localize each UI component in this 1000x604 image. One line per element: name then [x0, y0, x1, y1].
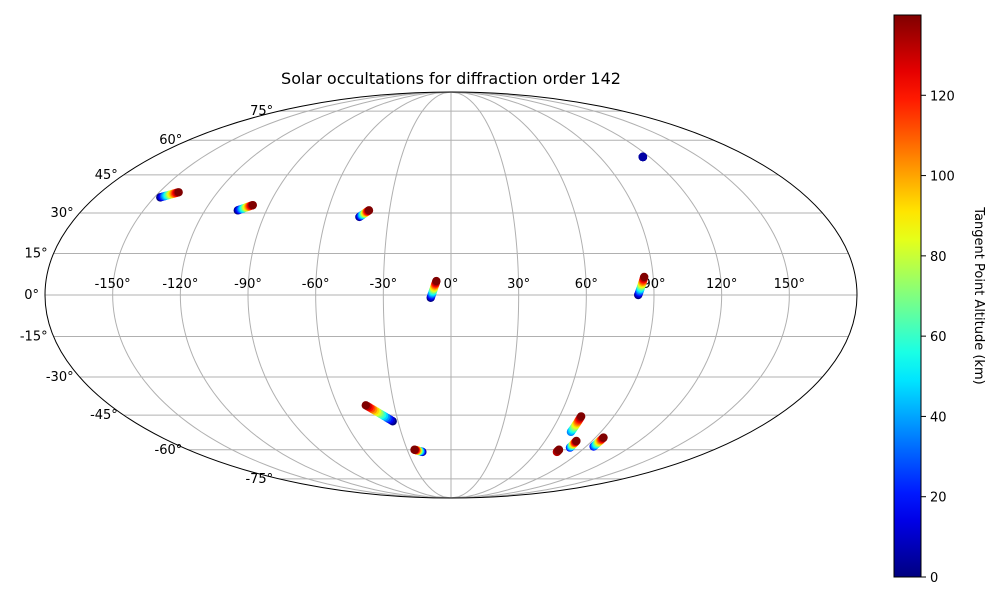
occultation-point: [640, 272, 649, 282]
longitude-tick-label: -60°: [302, 277, 330, 292]
colorbar-tick-label: 120: [930, 89, 955, 104]
longitude-tick-label: 90°: [642, 277, 665, 292]
map-boundary: [44, 91, 858, 499]
longitude-tick-label: 150°: [774, 277, 805, 292]
longitude-tick-label: 60°: [575, 277, 598, 292]
longitude-tick-labels: -150° -120° -90° -60° -30° 0° 30° 60° 90° 120° 150…: [95, 277, 805, 292]
colorbar: 0 20 40 60 80 100 120 Tangent Point Altitude (…: [893, 14, 986, 586]
longitude-tick-label: -90°: [234, 277, 262, 292]
colorbar-tick-label: 20: [930, 491, 947, 506]
latitude-tick-label: 60°: [159, 133, 182, 148]
colorbar-tick-label: 80: [930, 250, 947, 265]
chart-title: Solar occultations for diffraction order…: [281, 69, 621, 88]
colorbar-tick-label: 100: [930, 170, 955, 185]
occultation-point: [361, 401, 370, 410]
longitude-tick-label: 30°: [507, 277, 530, 292]
latitude-tick-label: -45°: [90, 408, 118, 423]
colorbar-tick-label: 40: [930, 410, 947, 425]
colorbar-label: Tangent Point Altitude (km): [971, 206, 986, 384]
occultation-point: [554, 445, 564, 454]
occultation-point: [248, 200, 257, 210]
longitude-tick-label: 120°: [706, 277, 737, 292]
data-points: [156, 152, 649, 457]
latitude-tick-label: -60°: [155, 443, 183, 458]
latitude-tick-label: -30°: [46, 370, 74, 385]
latitude-tick-label: -75°: [245, 472, 273, 487]
latitude-tick-label: -15°: [20, 330, 48, 345]
colorbar-gradient: [893, 14, 922, 578]
colorbar-tick-label: 0: [930, 571, 938, 586]
occultation-point: [432, 276, 441, 286]
graticule: [45, 92, 857, 498]
occultation-point: [364, 206, 374, 215]
occultation-point: [599, 433, 608, 442]
longitude-tick-label: -120°: [162, 277, 198, 292]
longitude-tick-label: -150°: [95, 277, 131, 292]
latitude-tick-label: 15°: [25, 246, 48, 261]
occultation-point: [572, 436, 581, 446]
occultation-point: [174, 188, 183, 197]
latitude-tick-labels: -75° -60° -45° -30° -15° 0° 15° 30° 45° 60° 75°: [20, 104, 273, 487]
latitude-tick-label: 45°: [95, 168, 118, 183]
colorbar-ticks: 0 20 40 60 80 100 120: [921, 89, 955, 586]
occultation-point: [638, 152, 648, 162]
occultation-point: [576, 412, 586, 421]
latitude-tick-label: 75°: [250, 104, 273, 119]
longitude-tick-label: 0°: [444, 277, 459, 292]
latitude-tick-label: 0°: [24, 288, 39, 303]
colorbar-tick-label: 60: [930, 330, 947, 345]
longitude-tick-label: -30°: [369, 277, 397, 292]
occultation-point: [410, 445, 419, 454]
latitude-tick-label: 30°: [51, 206, 74, 221]
